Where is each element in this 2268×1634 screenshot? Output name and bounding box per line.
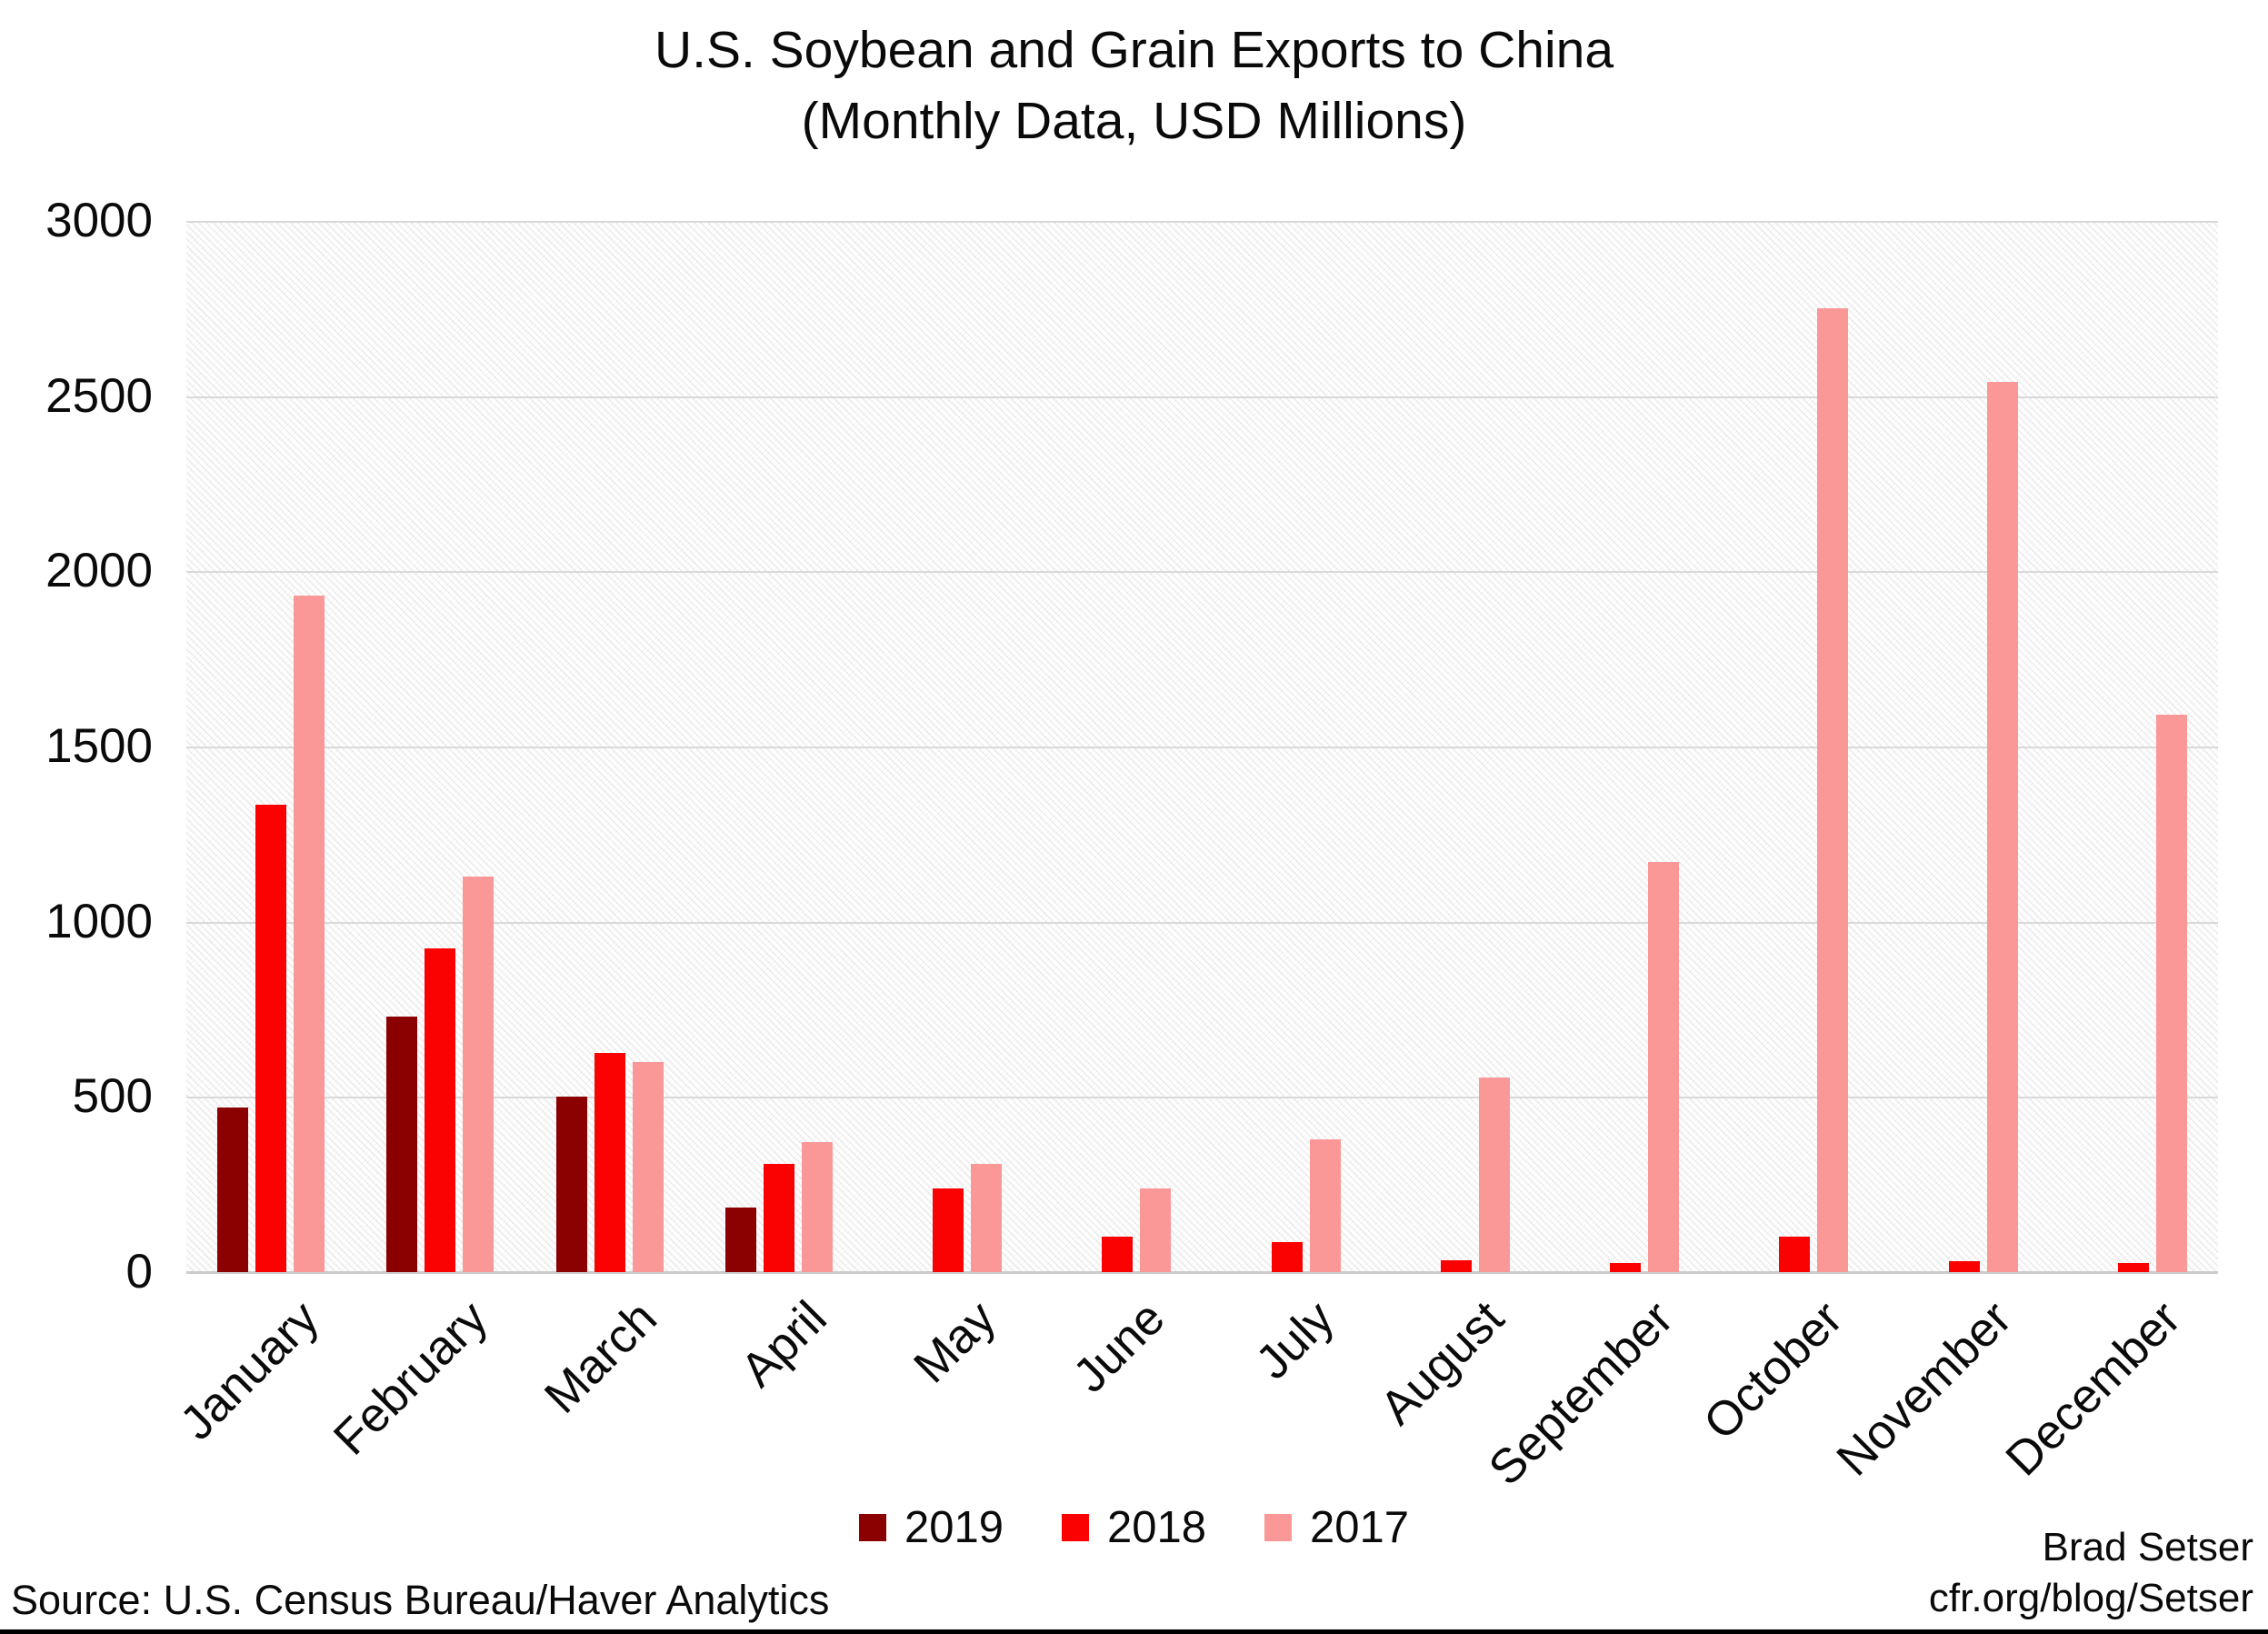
x-axis-label-august: August [1370, 1290, 1514, 1436]
bar-2018-march [594, 1053, 625, 1272]
bar-2017-june [1140, 1188, 1172, 1272]
gridline-1500 [186, 747, 2218, 748]
y-axis-label-2000: 2000 [45, 544, 153, 598]
x-axis-line [186, 1271, 2218, 1274]
bar-2018-july [1271, 1242, 1303, 1272]
legend-label-2018: 2018 [1106, 1503, 1206, 1552]
chart-title: U.S. Soybean and Grain Exports to China [654, 21, 1614, 79]
legend-label-2017: 2017 [1310, 1503, 1410, 1552]
gridline-500 [186, 1097, 2218, 1099]
bar-2017-october [1817, 308, 1849, 1272]
y-axis-label-0: 0 [125, 1245, 153, 1298]
bar-2018-october [1779, 1237, 1811, 1272]
legend-item-2017: 2017 [1264, 1502, 1409, 1553]
x-axis-label-june: June [1063, 1290, 1175, 1403]
bar-2017-august [1478, 1078, 1510, 1272]
legend-item-2018: 2018 [1061, 1502, 1206, 1553]
bar-2017-july [1309, 1138, 1341, 1272]
bar-2018-april [763, 1163, 794, 1272]
bar-2018-february [425, 947, 456, 1272]
bar-2017-april [801, 1142, 833, 1272]
y-axis-label-500: 500 [72, 1069, 153, 1124]
bar-2019-january [217, 1107, 249, 1272]
y-axis-label-2500: 2500 [45, 368, 153, 423]
bar-2017-december [2155, 715, 2187, 1272]
bar-2018-november [1948, 1261, 1980, 1272]
bar-2017-november [1986, 382, 2018, 1272]
gridline-2500 [186, 396, 2218, 398]
bar-2018-september [1610, 1263, 1642, 1272]
plot-area [186, 221, 2218, 1274]
x-axis-label-january: January [169, 1290, 329, 1450]
bar-2017-january [294, 596, 325, 1272]
legend-label-2019: 2019 [904, 1503, 1004, 1552]
bar-2017-september [1648, 862, 1680, 1272]
legend-swatch-2018 [1061, 1514, 1089, 1541]
x-axis-label-march: March [535, 1290, 668, 1424]
x-axis-label-september: September [1478, 1290, 1684, 1496]
x-axis-label-july: July [1245, 1290, 1345, 1390]
x-axis-label-november: November [1826, 1290, 2023, 1487]
x-axis-label-april: April [730, 1290, 837, 1398]
bar-2018-january [255, 804, 287, 1272]
legend: 2019 2018 2017 [0, 1502, 2268, 1553]
source-text: Source: U.S. Census Bureau/Haver Analyti… [11, 1577, 830, 1623]
bottom-border [0, 1629, 2268, 1634]
x-axis-label-december: December [1995, 1290, 2192, 1487]
gridline-1000 [186, 921, 2218, 924]
bar-2018-may [933, 1188, 964, 1272]
legend-swatch-2019 [858, 1514, 886, 1541]
gridline-2000 [186, 571, 2218, 574]
bar-2018-august [1440, 1259, 1472, 1272]
chart-subtitle: (Monthly Data, USD Millions) [801, 92, 1467, 150]
bar-2018-june [1102, 1237, 1134, 1272]
y-axis-label-1500: 1500 [45, 719, 153, 773]
credit-name: Brad Setser [2042, 1525, 2253, 1569]
y-axis-label-1000: 1000 [45, 894, 153, 948]
bar-2017-march [632, 1061, 664, 1272]
y-axis-label-3000: 3000 [45, 194, 153, 247]
bar-2019-march [555, 1097, 587, 1272]
credit-block: Brad Setser cfr.org/blog/Setser [1929, 1522, 2253, 1624]
bar-2019-february [386, 1016, 418, 1272]
legend-swatch-2017 [1264, 1514, 1292, 1541]
bar-2019-april [724, 1207, 756, 1272]
bar-2018-december [2117, 1263, 2149, 1272]
gridline-3000 [186, 221, 2218, 223]
x-axis-label-october: October [1693, 1290, 1853, 1450]
legend-item-2019: 2019 [858, 1502, 1004, 1553]
bar-2017-february [463, 876, 495, 1272]
x-axis-label-february: February [324, 1290, 498, 1466]
credit-url: cfr.org/blog/Setser [1928, 1576, 2253, 1620]
x-axis-label-may: May [904, 1290, 1006, 1394]
bar-2017-may [971, 1163, 1003, 1272]
